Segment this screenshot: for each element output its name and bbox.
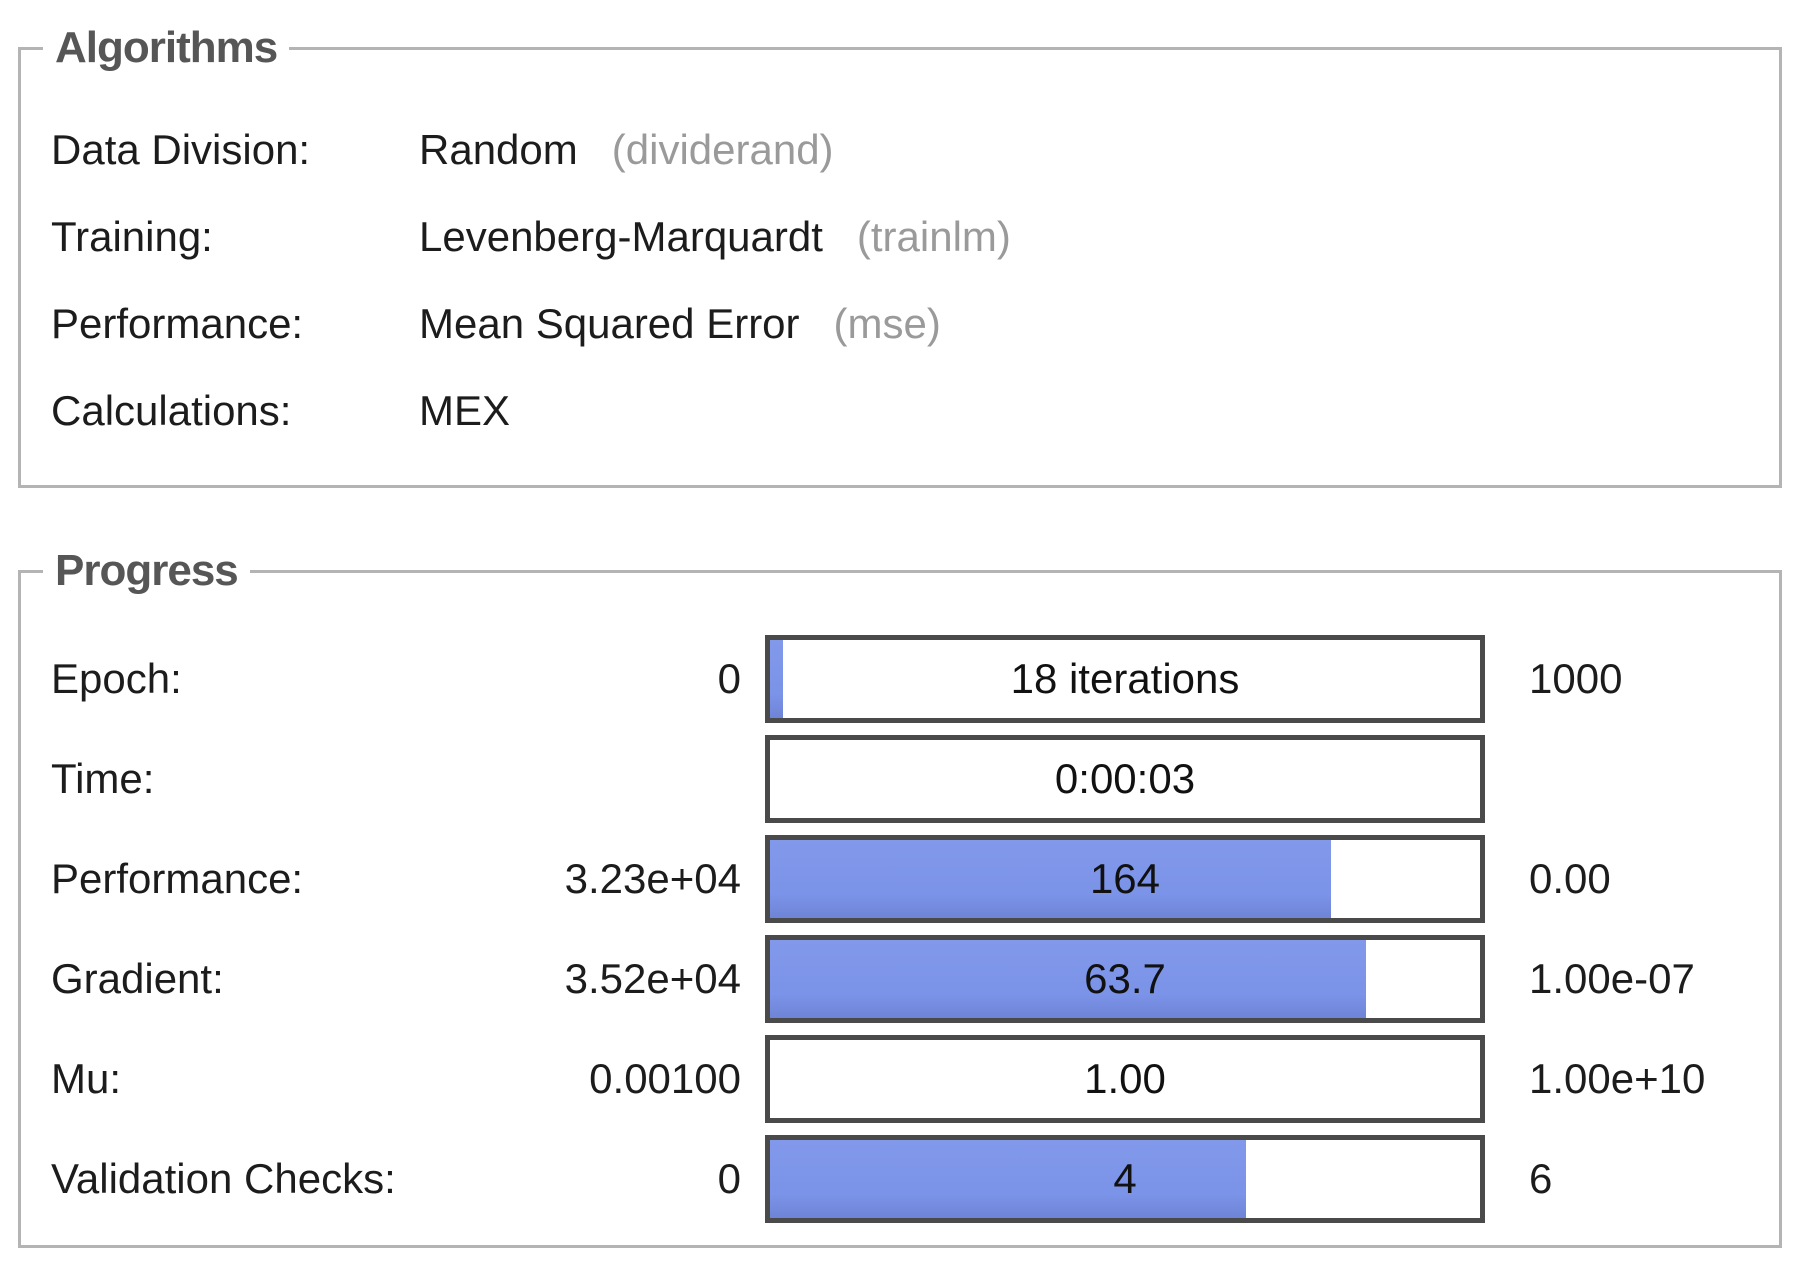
progress-bar-text: 4 xyxy=(1113,1155,1137,1202)
row-value: Mean Squared Error xyxy=(419,299,800,347)
progress-min-value: 3.23e+04 xyxy=(564,855,741,902)
progress-label: Epoch: xyxy=(51,655,182,702)
validation-checks-progress-bar: 4 xyxy=(765,1135,1485,1223)
row-label: Data Division: xyxy=(51,125,311,173)
progress-min-value: 0.00100 xyxy=(589,1055,741,1102)
row-function-name: (dividerand) xyxy=(611,125,834,173)
algorithm-row-training: Training: Levenberg-Marquardt (trainlm) xyxy=(51,193,1779,280)
algorithm-row-calculations: Calculations: MEX xyxy=(51,367,1779,454)
time-progress-bar: 0:00:03 xyxy=(765,735,1485,823)
progress-rows: Epoch: 0 18 iterations 1000 Time: 0:00:0… xyxy=(21,573,1779,1229)
progress-groupbox: Progress Epoch: 0 18 iterations 1000 Tim… xyxy=(18,543,1782,1248)
progress-row-time: Time: 0:00:03 xyxy=(51,729,1779,829)
progress-max-value: 0.00 xyxy=(1529,855,1611,902)
progress-row-validation-checks: Validation Checks: 0 4 6 xyxy=(51,1129,1779,1229)
progress-max-value: 6 xyxy=(1529,1155,1553,1202)
gradient-progress-bar: 63.7 xyxy=(765,935,1485,1023)
row-value: MEX xyxy=(419,386,511,434)
progress-max-value: 1.00e-07 xyxy=(1529,955,1695,1002)
progress-max-value: 1.00e+10 xyxy=(1529,1055,1706,1102)
row-label: Performance: xyxy=(51,299,304,347)
progress-bar-fill xyxy=(770,640,783,718)
progress-bar-text: 164 xyxy=(1089,855,1161,902)
algorithms-groupbox: Algorithms Data Division: Random (divide… xyxy=(18,20,1782,488)
progress-bar-text: 63.7 xyxy=(1084,955,1166,1002)
progress-label: Time: xyxy=(51,755,155,802)
progress-label: Performance: xyxy=(51,855,304,902)
progress-min-value: 0 xyxy=(717,655,741,702)
mu-progress-bar: 1.00 xyxy=(765,1035,1485,1123)
progress-label: Mu: xyxy=(51,1055,122,1102)
progress-bar-fill xyxy=(770,840,1331,918)
progress-bar-fill xyxy=(770,940,1367,1018)
row-function-name: (mse) xyxy=(833,299,941,347)
row-value: Random xyxy=(419,125,578,173)
progress-row-epoch: Epoch: 0 18 iterations 1000 xyxy=(51,629,1779,729)
row-label: Calculations: xyxy=(51,386,292,434)
progress-max-value: 1000 xyxy=(1529,655,1623,702)
row-value: Levenberg-Marquardt xyxy=(419,212,823,260)
progress-min-value: 3.52e+04 xyxy=(564,955,741,1002)
progress-bar-text: 18 iterations xyxy=(1010,655,1240,702)
progress-bar-text: 1.00 xyxy=(1084,1055,1166,1102)
row-label: Training: xyxy=(51,212,213,260)
algorithms-rows: Data Division: Random (dividerand) Train… xyxy=(21,50,1779,454)
progress-row-gradient: Gradient: 3.52e+04 63.7 1.00e-07 xyxy=(51,929,1779,1029)
progress-bar-fill xyxy=(770,1140,1246,1218)
progress-row-mu: Mu: 0.00100 1.00 1.00e+10 xyxy=(51,1029,1779,1129)
algorithm-row-performance: Performance: Mean Squared Error (mse) xyxy=(51,280,1779,367)
performance-progress-bar: 164 xyxy=(765,835,1485,923)
progress-min-value: 0 xyxy=(717,1155,741,1202)
algorithms-section-title: Algorithms xyxy=(43,20,290,76)
progress-label: Validation Checks: xyxy=(51,1155,396,1202)
algorithm-row-data-division: Data Division: Random (dividerand) xyxy=(51,106,1779,193)
progress-bar-text: 0:00:03 xyxy=(1054,755,1196,802)
progress-section-title: Progress xyxy=(43,543,250,599)
progress-row-performance: Performance: 3.23e+04 164 0.00 xyxy=(51,829,1779,929)
epoch-progress-bar: 18 iterations xyxy=(765,635,1485,723)
row-function-name: (trainlm) xyxy=(856,212,1011,260)
progress-label: Gradient: xyxy=(51,955,224,1002)
